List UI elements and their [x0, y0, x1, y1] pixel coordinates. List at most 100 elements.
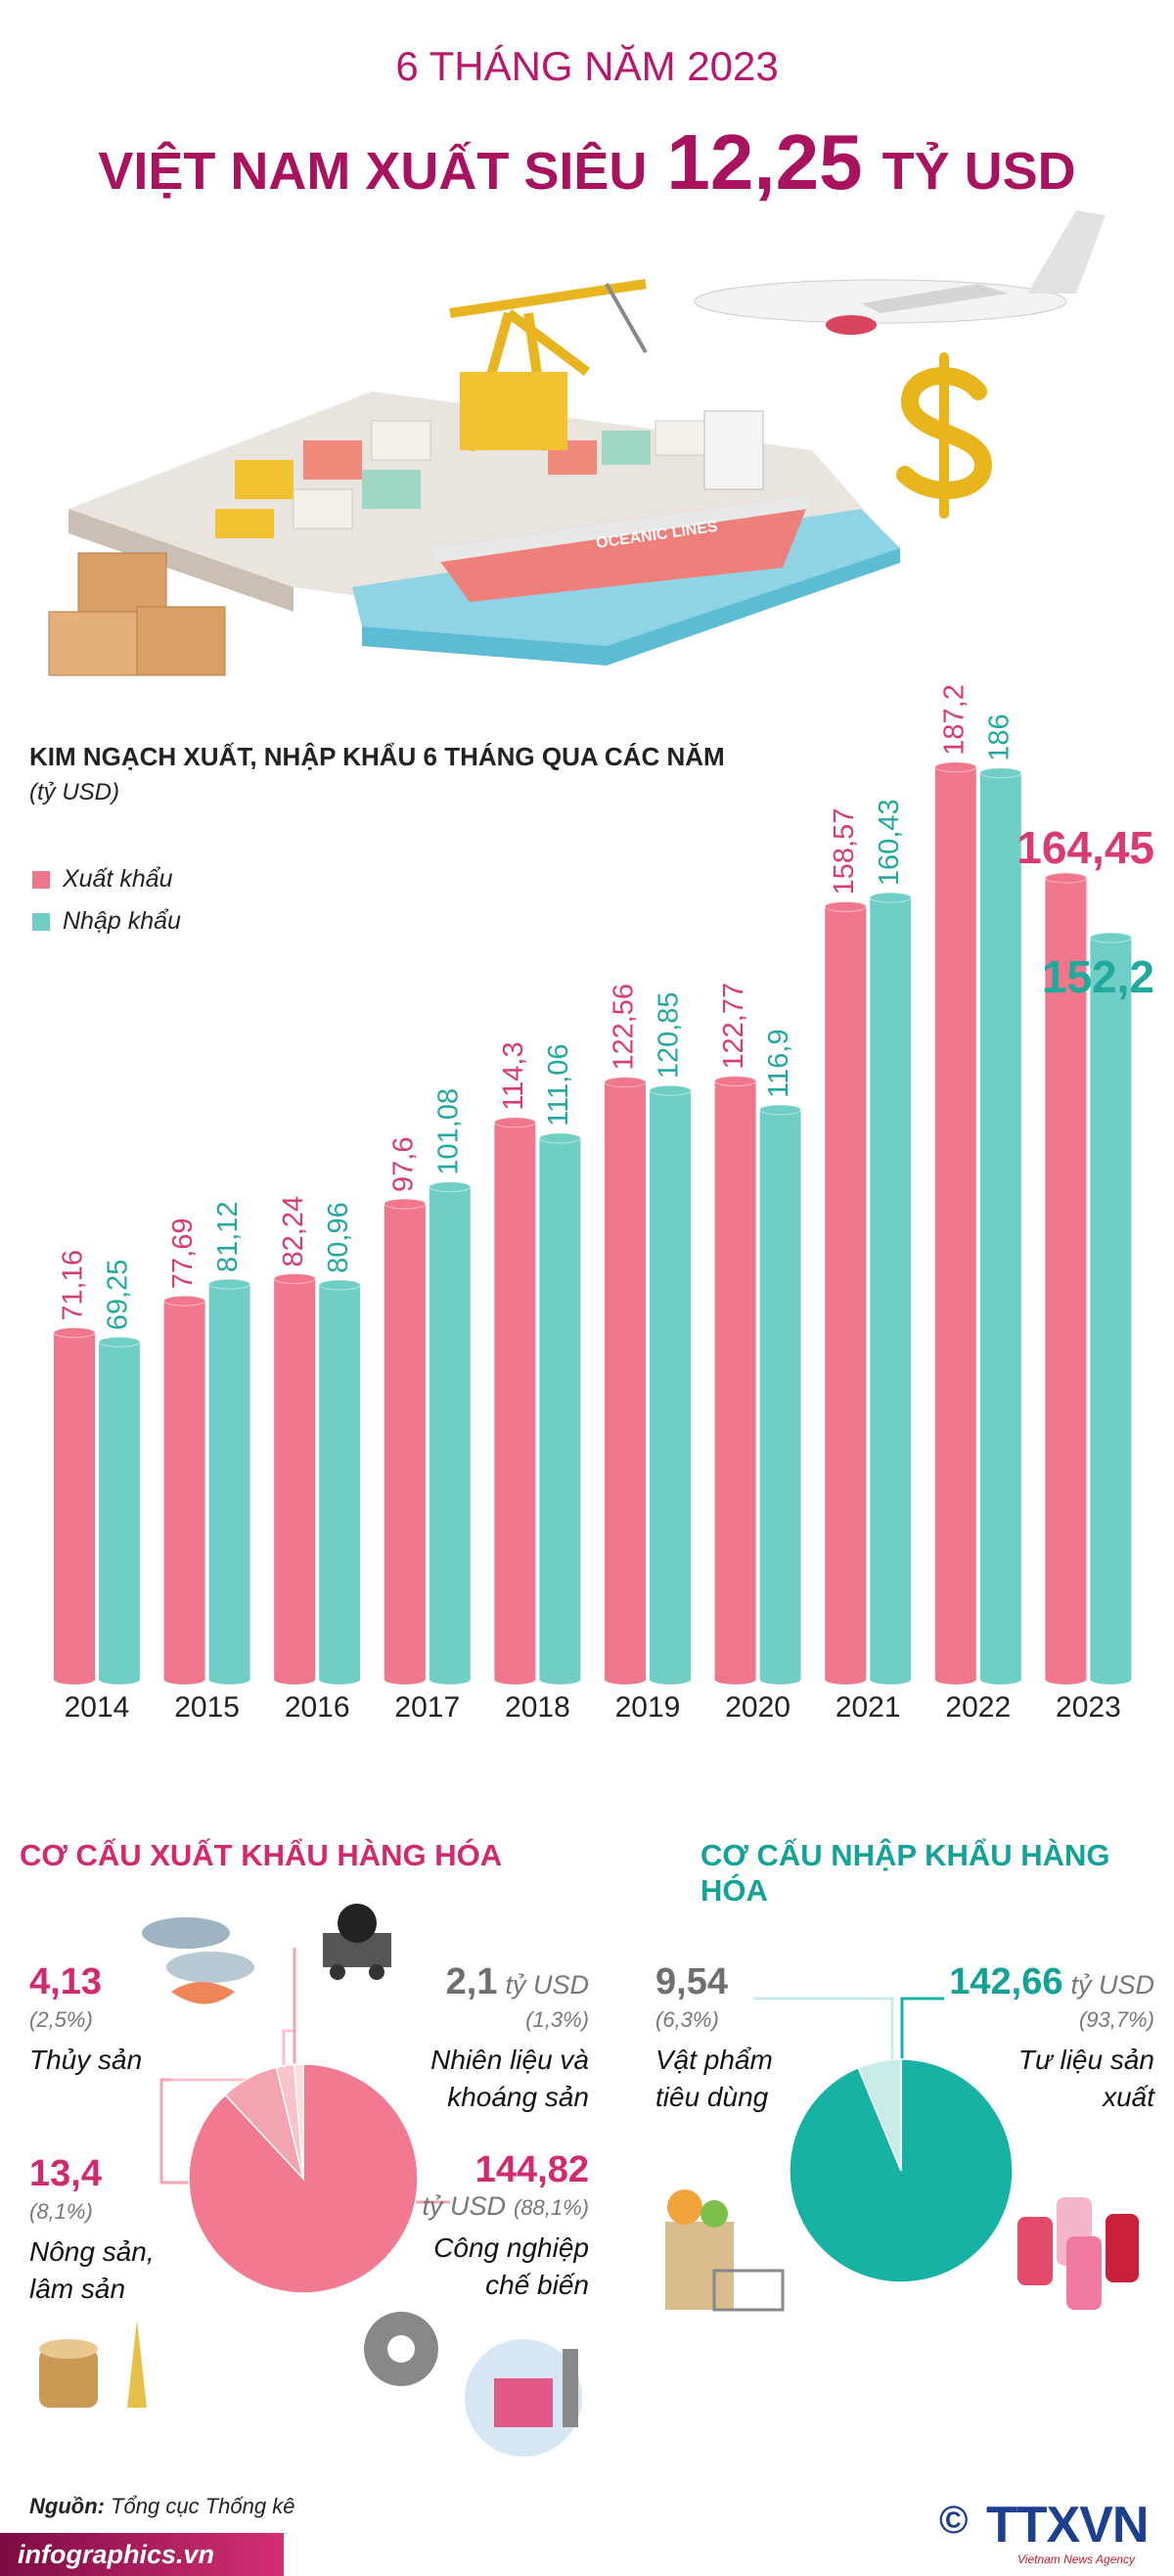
pie-category: Nông sản, lâm sản	[29, 2236, 155, 2304]
bar-foot	[605, 1675, 646, 1684]
legend-label: Nhập khẩu	[63, 907, 181, 935]
fish-icon	[166, 1952, 254, 1983]
bar	[384, 1203, 426, 1679]
value-label: 81,12	[212, 1201, 244, 1272]
pie-label: 13,4 (8,1%) Nông sản, lâm sản	[29, 2153, 196, 2308]
pie-unit: tỷ USD	[422, 2191, 506, 2221]
bar-foot	[494, 1675, 536, 1684]
value-label: 101,08	[432, 1088, 464, 1175]
footer-bar	[0, 2533, 284, 2576]
pie-slice	[857, 2058, 902, 2172]
bar-foot	[319, 1675, 361, 1684]
bar-cap	[1089, 932, 1132, 943]
building	[563, 2349, 578, 2427]
pie-value-line: 4,13	[29, 1961, 225, 2003]
container	[303, 440, 362, 480]
value-label: 80,96	[323, 1202, 354, 1273]
bar	[1090, 938, 1132, 1679]
source-label: Nguồn:	[29, 2494, 105, 2518]
bar-foot	[650, 1675, 691, 1684]
source-text: Tổng cục Thống kê	[111, 2494, 295, 2518]
legend-swatch	[32, 913, 50, 931]
bar	[539, 1137, 581, 1679]
bar	[274, 1278, 316, 1679]
bar	[870, 897, 912, 1679]
pie-category: Tư liệu sản xuất	[1017, 2045, 1154, 2112]
fruit	[700, 2200, 728, 2228]
bar	[650, 1090, 691, 1679]
agency-logo: TTXVN	[986, 2497, 1149, 2553]
pie-value-line: 144,82	[393, 2149, 589, 2191]
pie-label: 144,82 tỷ USD (88,1%) Công nghiệp chế biến	[393, 2149, 589, 2304]
value-label: 120,85	[654, 991, 685, 1079]
value-label: 158,57	[829, 808, 860, 896]
legend-swatch	[32, 871, 50, 889]
bar-cap	[163, 1295, 206, 1307]
value-label: 111,06	[543, 1044, 574, 1127]
bar-cap	[429, 1181, 472, 1193]
bar-cap	[649, 1084, 692, 1096]
agency-sub: Vietnam News Agency	[1017, 2553, 1136, 2566]
value-label: 114,3	[498, 1041, 529, 1110]
pie-icons	[39, 1904, 1139, 2457]
website: infographics.vn	[18, 2540, 215, 2569]
bar-cap	[493, 1117, 536, 1128]
value-label: 82,24	[278, 1196, 309, 1267]
value-label: 186	[983, 713, 1015, 760]
pie-label: 4,13 (2,5%) Thủy sản	[29, 1961, 225, 2079]
pie-value: 2,1	[445, 1961, 498, 2002]
container	[371, 420, 431, 461]
pie-label: 2,1 tỷ USD (1,3%) Nhiên liệu và khoáng sản	[393, 1961, 589, 2116]
bar	[54, 1332, 95, 1679]
bar-foot	[1045, 1675, 1087, 1684]
bar	[825, 906, 867, 1679]
bar	[979, 772, 1021, 1679]
pie-percent: (6,3%)	[655, 2007, 719, 2032]
bar	[1045, 878, 1087, 1679]
x-tick-label: 2023	[1056, 1691, 1121, 1724]
pie-value: 9,54	[655, 1961, 728, 2002]
pie-category: Vật phẩm tiêu dùng	[655, 2045, 773, 2112]
kicker: 6 THÁNG NĂM 2023	[395, 43, 779, 89]
pie-value-line: 13,4	[29, 2153, 196, 2195]
source: Nguồn: Tổng cục Thống kê	[29, 2494, 294, 2519]
bar	[934, 766, 976, 1679]
bar-foot	[163, 1675, 205, 1684]
value-label: 116,9	[763, 1029, 794, 1097]
bar-cap	[759, 1104, 802, 1116]
bar-foot	[759, 1675, 801, 1684]
basket	[712, 2269, 785, 2312]
pie-value: 4,13	[29, 1961, 102, 2002]
pie-value: 144,82	[474, 2149, 589, 2190]
bar-cap	[384, 1198, 427, 1210]
pie-percent: (8,1%)	[29, 2199, 93, 2224]
box	[48, 611, 138, 676]
rice-icon	[127, 2320, 147, 2408]
bar-foot	[539, 1675, 581, 1684]
pie-title: CƠ CẤU NHẬP KHẨU HÀNG HÓA	[700, 1838, 1110, 1908]
bar-foot	[99, 1675, 140, 1684]
bar-foot	[870, 1675, 912, 1684]
value-label: 160,43	[874, 799, 905, 886]
water-side	[362, 548, 900, 666]
bar-foot	[429, 1675, 471, 1684]
value-label: 71,16	[58, 1250, 89, 1321]
bar-foot	[384, 1675, 426, 1684]
salmon-icon	[171, 1982, 235, 2004]
legend-label: Xuất khẩu	[63, 865, 173, 893]
value-label: 187,2	[938, 684, 970, 756]
bar-foot	[714, 1675, 756, 1684]
pie-percent-line: (6,3%)	[655, 2003, 812, 2034]
copyright: ©	[939, 2499, 969, 2542]
value-label: 152,2	[1042, 951, 1154, 1002]
x-tick-label: 2021	[835, 1691, 901, 1724]
pie-percent-line: (1,3%)	[393, 2003, 589, 2034]
value-label: 77,69	[167, 1219, 199, 1290]
x-tick-label: 2020	[725, 1691, 790, 1724]
pie-value: 142,66	[949, 1961, 1063, 2002]
engine	[826, 315, 877, 335]
bar-foot	[825, 1675, 867, 1684]
wing	[861, 284, 1008, 313]
